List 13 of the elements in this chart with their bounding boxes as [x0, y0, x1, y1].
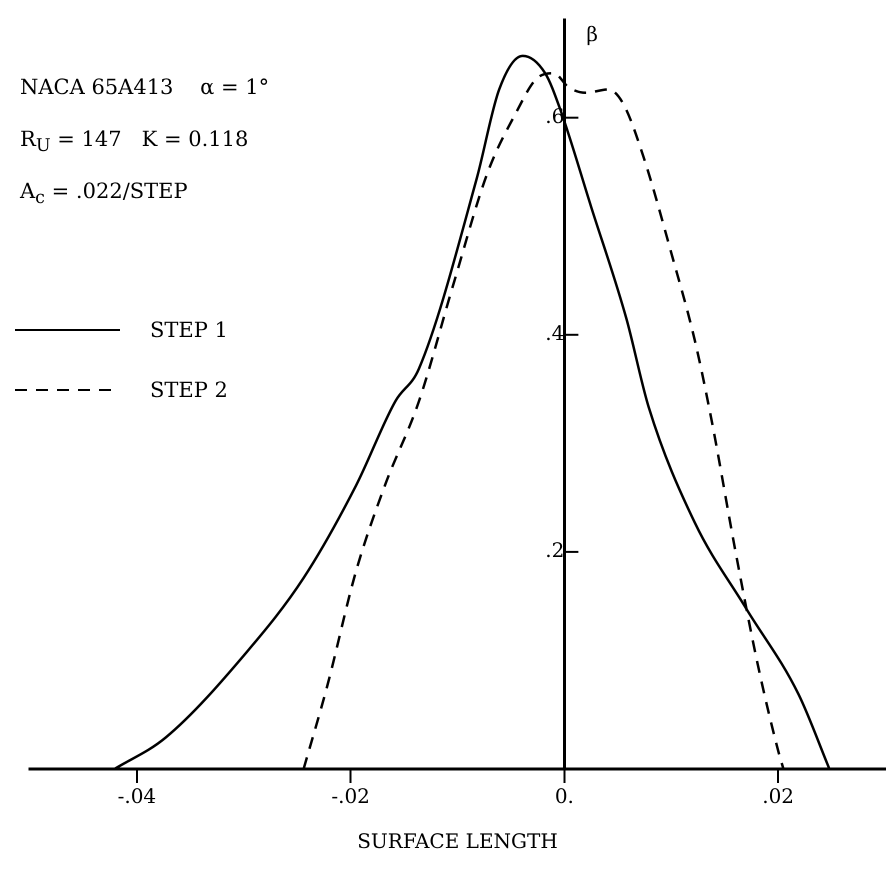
legend-label: STEP 1	[150, 318, 228, 342]
x-tick-label: -.02	[331, 784, 370, 808]
x-tick-label: -.04	[118, 784, 156, 808]
x-tick-label: 0.	[554, 784, 574, 808]
y-axis-title: β	[586, 22, 598, 46]
annotation: A$_{c}$ = .022/STEP	[20, 179, 188, 208]
y-tick-label: .4	[545, 321, 564, 345]
legend-label: STEP 2	[150, 378, 228, 402]
annotation: R$_{U}$ = 147 K = 0.118	[20, 127, 248, 156]
annotation: NACA 65A413 α = 1°	[20, 75, 270, 99]
x-tick-label: .02	[762, 784, 794, 808]
x-axis-title: SURFACE LENGTH	[357, 829, 558, 854]
y-tick-label: .2	[545, 538, 564, 562]
